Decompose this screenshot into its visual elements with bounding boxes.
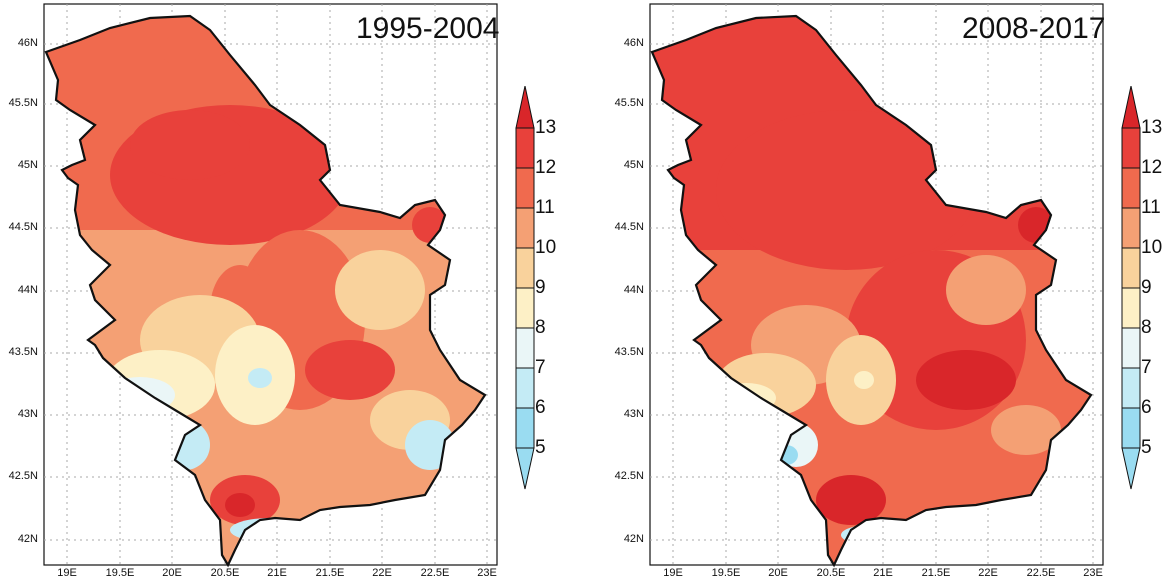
colorbar-label: 12 [1141,157,1163,178]
lon-label: 19E [57,567,77,579]
lon-label: 20E [162,567,182,579]
colorbar-label: 8 [1141,317,1152,338]
lat-label: 45N [17,159,38,171]
lon-label: 22E [978,567,998,579]
colorbar-label: 5 [1141,437,1152,458]
map-panel-2008-2017: 2008-2017 46N 45.5N 45N 44.5N 44N 43.5N … [606,0,1146,584]
period-title: 1995-2004 [356,12,500,45]
colorbar-label: 11 [535,197,555,218]
colorbar-scale [515,85,535,490]
lon-label: 20E [768,567,788,579]
lat-label: 43.5N [614,346,644,358]
map-panel-1995-2004: 1995-2004 46N 45.5N 45N 44.5N 44N 43.5N … [0,0,540,584]
colorbar-scale [1121,85,1141,490]
lon-label: 21E [873,567,893,579]
map-canvas [43,3,498,567]
lat-label: 42.5N [8,470,38,482]
lon-label: 20.5E [816,567,846,579]
lat-label: 46N [623,37,644,49]
lat-label: 45.5N [8,97,38,109]
lon-label: 21E [267,567,287,579]
colorbar-label: 6 [535,397,546,418]
lon-label: 19.5E [105,567,135,579]
lat-label: 42N [623,533,644,545]
lat-label: 44N [17,284,38,296]
colorbar-label: 10 [535,237,557,258]
lon-label: 22E [372,567,392,579]
lon-label: 23E [477,567,497,579]
colorbar-label: 7 [1141,357,1152,378]
lat-label: 44.5N [8,221,38,233]
colorbar: 13 12 11 10 9 8 7 6 5 [1121,85,1170,491]
lon-label: 19E [663,567,683,579]
lat-label: 42.5N [614,470,644,482]
lon-label: 20.5E [210,567,240,579]
lon-label: 21.5E [315,567,345,579]
colorbar-label: 7 [535,357,546,378]
period-title: 2008-2017 [962,12,1106,45]
lat-label: 42N [17,533,38,545]
colorbar-label: 12 [535,157,557,178]
colorbar: 13 12 11 10 9 8 7 6 5 [515,85,571,491]
lat-label: 46N [17,37,38,49]
colorbar-label: 10 [1141,237,1163,258]
colorbar-label: 9 [535,277,546,298]
lon-label: 21.5E [921,567,951,579]
colorbar-label: 8 [535,317,546,338]
lat-label: 44.5N [614,221,644,233]
lat-label: 43.5N [8,346,38,358]
colorbar-label: 13 [1141,117,1163,138]
colorbar-label: 5 [535,437,546,458]
lon-label: 19.5E [711,567,741,579]
lon-label: 22.5E [1026,567,1056,579]
lat-label: 44N [623,284,644,296]
colorbar-label: 6 [1141,397,1152,418]
lon-label: 23E [1083,567,1103,579]
map-canvas [649,3,1104,567]
lat-label: 45N [623,159,644,171]
lat-label: 45.5N [614,97,644,109]
colorbar-label: 11 [1141,197,1161,218]
lat-label: 43N [17,408,38,420]
colorbar-label: 13 [535,117,557,138]
lat-label: 43N [623,408,644,420]
colorbar-label: 9 [1141,277,1152,298]
lon-label: 22.5E [420,567,450,579]
